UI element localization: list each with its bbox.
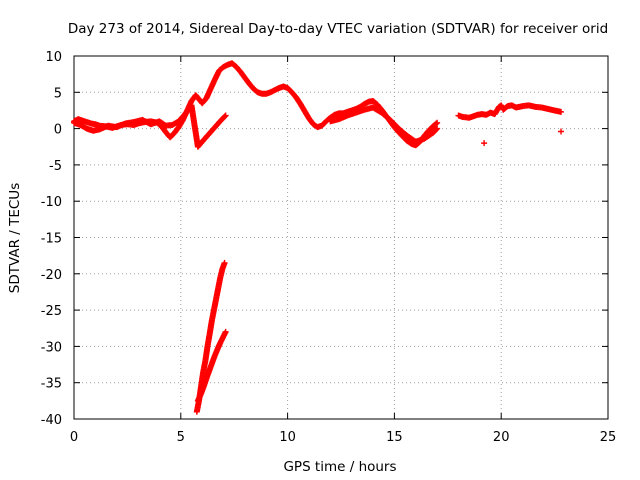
series-secondary-trace: [71, 102, 441, 150]
y-tick-label: 10: [45, 50, 62, 65]
x-tick-label: 20: [493, 430, 510, 445]
y-tick-label: -15: [41, 232, 62, 247]
y-tick-label: -20: [41, 268, 62, 283]
x-tick-label: 0: [70, 430, 78, 445]
data-point: [434, 125, 441, 132]
data-point: [221, 259, 228, 266]
y-tick-label: -40: [41, 413, 62, 428]
x-axis-label: GPS time / hours: [283, 459, 396, 475]
y-tick-label: 0: [54, 123, 62, 138]
data-point: [481, 140, 488, 147]
data-point: [433, 126, 440, 133]
y-tick-label: -5: [49, 159, 62, 174]
series-isolated-points: [481, 128, 565, 147]
data-point: [433, 120, 440, 127]
data-point: [222, 328, 229, 335]
y-tick-label: 5: [54, 86, 62, 101]
data-point: [221, 113, 228, 120]
x-tick-label: 5: [177, 430, 185, 445]
x-tick-label: 25: [600, 430, 617, 445]
y-axis-label: SDTVAR / TECUs: [7, 183, 23, 293]
data-point: [222, 112, 229, 119]
series-shallow-descent: [194, 328, 229, 404]
y-tick-label: -35: [41, 377, 62, 392]
series-afternoon-trace: [455, 102, 565, 121]
chart-title: Day 273 of 2014, Sidereal Day-to-day VTE…: [68, 21, 608, 37]
y-tick-label: -25: [41, 304, 62, 319]
data-marks: [71, 60, 565, 415]
x-tick-label: 15: [386, 430, 403, 445]
x-tick-label: 10: [279, 430, 296, 445]
data-point: [434, 119, 441, 126]
ticks: 0 5 10 15 20 25 -40 -35 -30 -25 -20 -15 -10 -5 0 5 10: [41, 50, 617, 445]
data-point: [558, 128, 565, 135]
series-steep-descent: [193, 259, 228, 415]
y-tick-label: -10: [41, 195, 62, 210]
y-tick-label: -30: [41, 340, 62, 355]
data-point: [558, 108, 565, 115]
